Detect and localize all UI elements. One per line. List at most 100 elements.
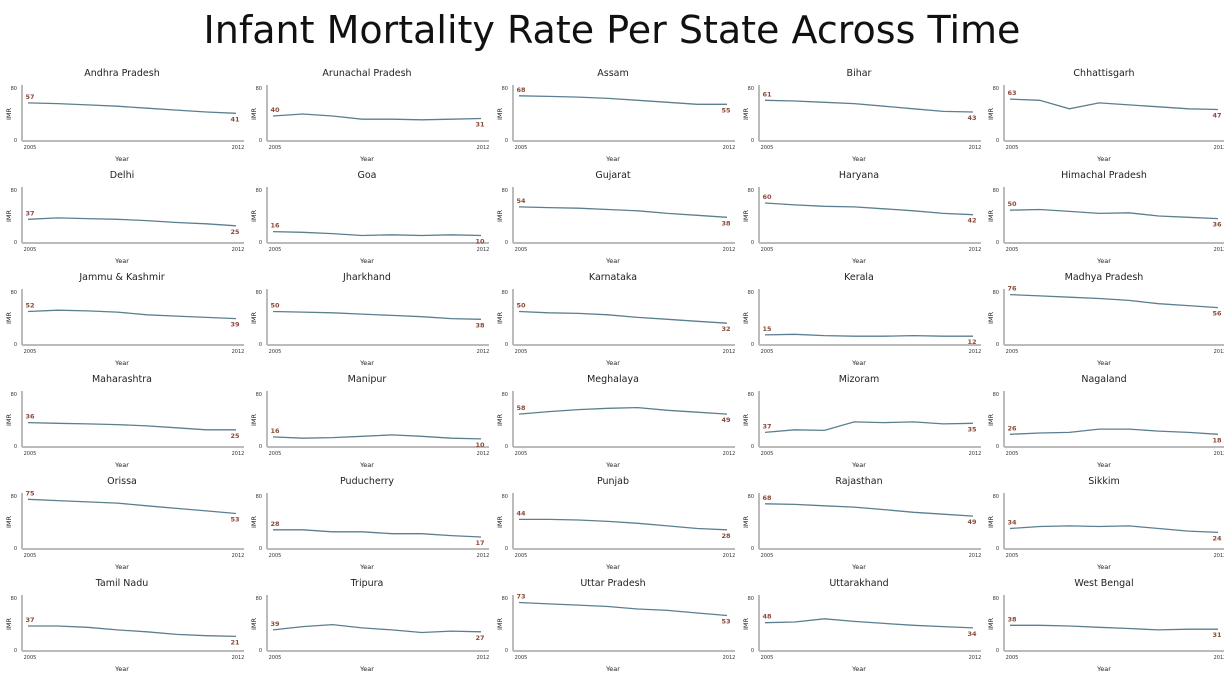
end-value-label: 27 — [475, 634, 484, 642]
x-axis-label: Year — [605, 563, 620, 571]
series-line — [1009, 98, 1219, 111]
x-tick-label: 2005 — [269, 247, 282, 253]
panel-title: Puducherry — [340, 476, 394, 487]
x-axis-label: Year — [114, 155, 129, 163]
end-value-label: 42 — [967, 217, 976, 225]
panel-madhya-pradesh: Madhya Pradesh 80 0 IMR 2005 2012 Year 76 56 — [987, 272, 1224, 367]
x-tick-label: 2012 — [969, 247, 982, 253]
y-tick-label: 80 — [993, 290, 999, 296]
x-tick-label: 2005 — [761, 655, 774, 661]
series-line — [272, 230, 482, 237]
y-axis-label: IMR — [496, 107, 504, 120]
x-tick-label: 2012 — [232, 247, 245, 253]
y-tick-label: 0 — [259, 138, 262, 144]
y-axis-label: IMR — [5, 515, 13, 528]
panel-kerala: Kerala 80 0 IMR 2005 2012 Year 15 12 — [742, 272, 981, 367]
y-tick-label: 0 — [14, 546, 17, 552]
y-tick-label: 80 — [502, 188, 508, 194]
panel-tripura: Tripura 80 0 IMR 2005 2012 Year 39 27 — [250, 578, 489, 673]
y-tick-label: 0 — [996, 546, 999, 552]
start-value-label: 40 — [270, 106, 280, 114]
start-value-label: 15 — [762, 325, 772, 333]
end-value-label: 41 — [230, 115, 240, 123]
series-line — [764, 618, 974, 629]
start-value-label: 39 — [270, 620, 280, 628]
y-tick-label: 80 — [256, 392, 262, 398]
x-tick-label: 2012 — [477, 145, 490, 151]
panel-title: Tamil Nadu — [95, 578, 149, 589]
panel-himachal-pradesh: Himachal Pradesh 80 0 IMR 2005 2012 Year 50 36 — [987, 170, 1224, 265]
end-value-label: 31 — [1212, 631, 1222, 639]
end-value-label: 25 — [230, 432, 240, 440]
y-tick-label: 0 — [259, 444, 262, 450]
x-tick-label: 2005 — [761, 553, 774, 559]
y-tick-label: 0 — [505, 240, 508, 246]
series-line — [764, 202, 974, 216]
y-axis-label: IMR — [987, 617, 995, 630]
panel-title: Meghalaya — [587, 374, 639, 385]
panel-manipur: Manipur 80 0 IMR 2005 2012 Year 16 10 — [250, 374, 489, 469]
x-tick-label: 2012 — [1214, 145, 1224, 151]
x-tick-label: 2012 — [477, 451, 490, 457]
panel-orissa: Orissa 80 0 IMR 2005 2012 Year 75 53 — [5, 476, 244, 571]
x-tick-label: 2005 — [761, 145, 774, 151]
start-value-label: 48 — [762, 613, 772, 621]
end-value-label: 49 — [721, 416, 731, 424]
x-tick-label: 2012 — [477, 553, 490, 559]
end-value-label: 36 — [1212, 221, 1222, 229]
panel-title: Mizoram — [839, 374, 880, 385]
start-value-label: 37 — [25, 209, 34, 217]
x-tick-label: 2012 — [232, 553, 245, 559]
y-axis-label: IMR — [987, 311, 995, 324]
y-axis-label: IMR — [250, 413, 258, 426]
x-tick-label: 2005 — [761, 349, 774, 355]
panel-title: Uttar Pradesh — [580, 578, 645, 589]
start-value-label: 50 — [516, 302, 526, 310]
end-value-label: 56 — [1212, 310, 1222, 318]
y-tick-label: 0 — [505, 648, 508, 654]
x-tick-label: 2012 — [969, 553, 982, 559]
end-value-label: 12 — [967, 338, 976, 346]
x-tick-label: 2005 — [269, 349, 282, 355]
y-tick-label: 80 — [256, 290, 262, 296]
y-tick-label: 0 — [505, 444, 508, 450]
y-tick-label: 0 — [14, 444, 17, 450]
panel-meghalaya: Meghalaya 80 0 IMR 2005 2012 Year 58 49 — [496, 374, 735, 469]
panel-title: Chhattisgarh — [1073, 68, 1134, 79]
y-tick-label: 80 — [502, 392, 508, 398]
x-tick-label: 2012 — [723, 451, 736, 457]
end-value-label: 17 — [475, 539, 484, 547]
series-line — [518, 206, 728, 218]
y-tick-label: 80 — [993, 392, 999, 398]
y-axis-label: IMR — [250, 311, 258, 324]
panel-tamil-nadu: Tamil Nadu 80 0 IMR 2005 2012 Year 37 21 — [5, 578, 244, 673]
y-tick-label: 80 — [993, 86, 999, 92]
series-line — [1010, 624, 1218, 631]
y-axis-label: IMR — [742, 311, 750, 324]
x-axis-label: Year — [1096, 155, 1111, 163]
x-axis-label: Year — [851, 665, 866, 673]
start-value-label: 50 — [1007, 200, 1017, 208]
x-tick-label: 2012 — [723, 349, 736, 355]
y-tick-label: 0 — [259, 648, 262, 654]
x-tick-label: 2012 — [723, 145, 736, 151]
x-axis-label: Year — [1096, 257, 1111, 265]
end-value-label: 55 — [721, 106, 731, 114]
x-tick-label: 2005 — [515, 553, 528, 559]
x-axis-label: Year — [851, 563, 866, 571]
x-axis-label: Year — [605, 461, 620, 469]
x-tick-label: 2005 — [24, 451, 37, 457]
start-value-label: 63 — [1007, 89, 1016, 97]
y-axis-label: IMR — [742, 107, 750, 120]
end-value-label: 35 — [967, 425, 977, 433]
x-tick-label: 2005 — [1006, 145, 1019, 151]
y-tick-label: 80 — [11, 596, 17, 602]
panel-andhra-pradesh: Andhra Pradesh 80 0 IMR 2005 2012 Year 57 41 — [5, 68, 244, 163]
start-value-label: 16 — [270, 427, 280, 435]
end-value-label: 25 — [230, 228, 240, 236]
panel-jammu-kashmir: Jammu & Kashmir 80 0 IMR 2005 2012 Year 52 39 — [5, 272, 244, 367]
y-axis-label: IMR — [5, 107, 13, 120]
y-tick-label: 80 — [11, 86, 17, 92]
x-axis-label: Year — [359, 461, 374, 469]
